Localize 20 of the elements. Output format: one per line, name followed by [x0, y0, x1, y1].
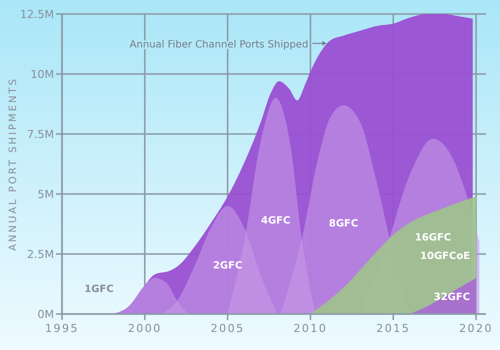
series-label: 1GFC — [84, 284, 114, 295]
series-label: 16GFC — [414, 232, 452, 244]
y-tick-label: 2.5M — [27, 248, 54, 261]
x-tick-label: 2000 — [128, 322, 162, 335]
series-label: 10GFCoE — [420, 251, 470, 262]
series-label: 2GFC — [212, 260, 242, 272]
series-label: 32GFC — [434, 292, 470, 303]
y-tick-label: 5M — [38, 188, 54, 201]
x-tick-label: 2015 — [376, 322, 410, 335]
y-axis-title: ANNUAL PORT SHIPMENTS — [8, 77, 19, 251]
y-tick-label: 0M — [38, 308, 54, 321]
y-tick-label: 12.5M — [20, 8, 54, 21]
x-tick-label: 2005 — [210, 322, 245, 335]
x-tick-label: 2020 — [459, 322, 494, 335]
x-tick-label: 2010 — [293, 322, 328, 335]
series-label: 4GFC — [260, 215, 290, 226]
x-tick-label: 1995 — [45, 322, 79, 335]
y-tick-label: 10M — [30, 68, 54, 81]
series-label: 8GFC — [328, 218, 358, 230]
y-tick-label: 7.5M — [27, 128, 54, 141]
